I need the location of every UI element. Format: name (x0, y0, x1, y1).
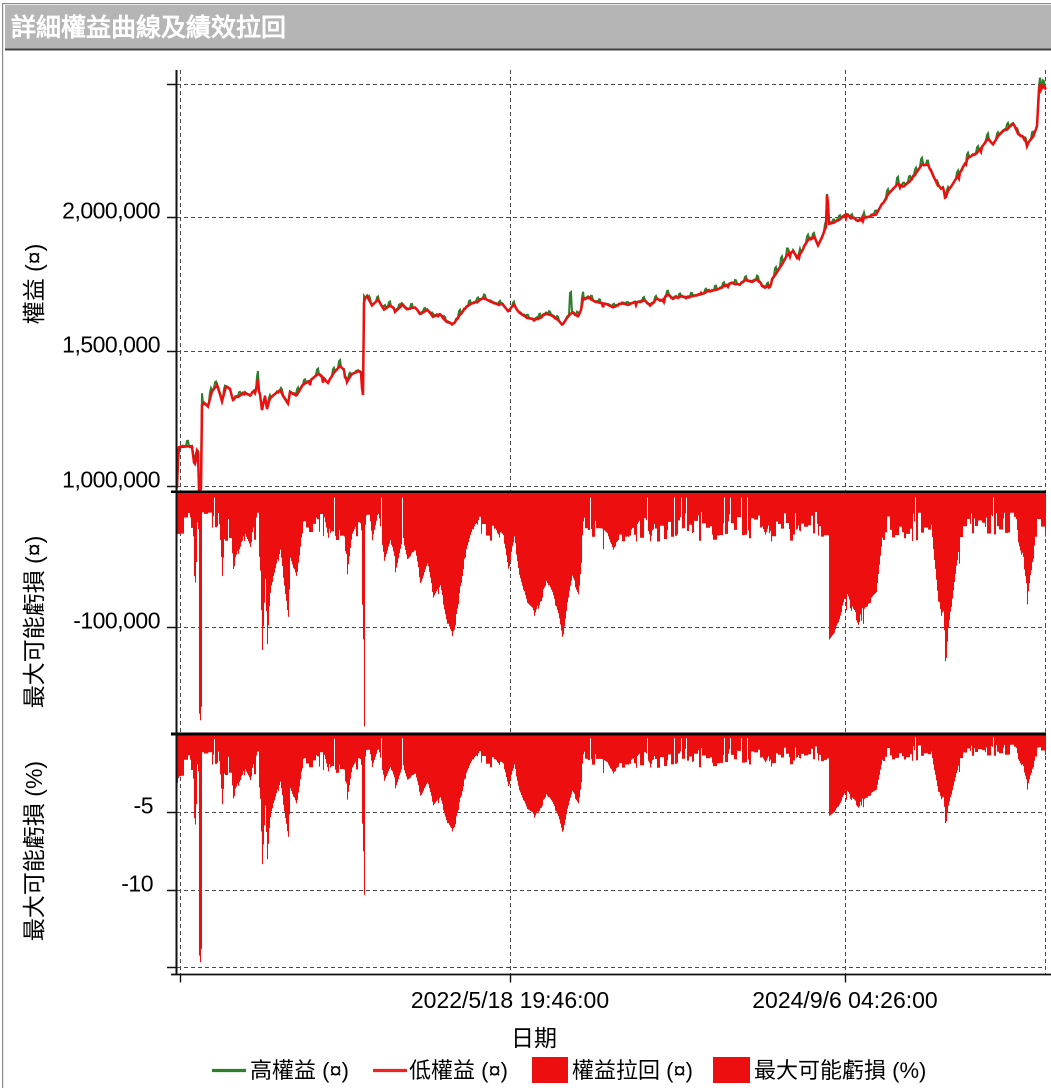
svg-text:權益拉回 (¤): 權益拉回 (¤) (572, 1058, 693, 1083)
svg-text:權益 (¤): 權益 (¤) (21, 244, 47, 325)
svg-text:2024/9/6 04:26:00: 2024/9/6 04:26:00 (752, 987, 937, 1013)
svg-text:-5: -5 (134, 793, 153, 819)
svg-text:1,000,000: 1,000,000 (62, 467, 160, 493)
svg-text:1,500,000: 1,500,000 (62, 332, 160, 358)
svg-text:低權益 (¤): 低權益 (¤) (409, 1058, 508, 1083)
svg-text:2,000,000: 2,000,000 (62, 198, 160, 224)
svg-text:-10: -10 (121, 871, 153, 897)
svg-text:高權益 (¤): 高權益 (¤) (250, 1058, 349, 1083)
svg-text:最大可能虧損 (%): 最大可能虧損 (%) (754, 1058, 926, 1083)
svg-text:-100,000: -100,000 (73, 608, 160, 634)
svg-text:詳細權益曲線及績效拉回: 詳細權益曲線及績效拉回 (11, 13, 286, 42)
svg-text:最大可能虧損 (¤): 最大可能虧損 (¤) (21, 536, 47, 709)
svg-text:2022/5/18 19:46:00: 2022/5/18 19:46:00 (411, 987, 609, 1013)
svg-text:日期: 日期 (511, 1025, 557, 1051)
svg-text:最大可能虧損 (%): 最大可能虧損 (%) (21, 761, 47, 941)
